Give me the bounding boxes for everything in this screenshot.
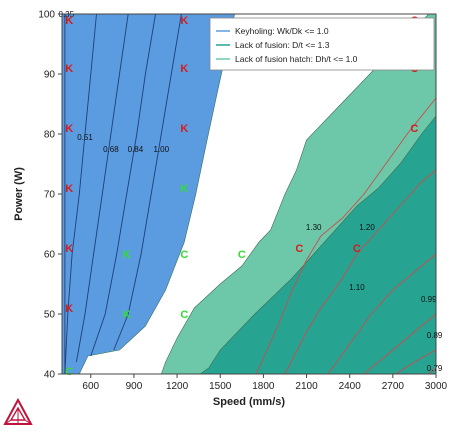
legend-entry-label: Keyholing: Wk/Dk <= 1.0 (235, 26, 329, 36)
fusion-contour-label: 1.10 (349, 283, 365, 292)
legend-box (209, 17, 435, 71)
keyhole-contour-2 (75, 14, 129, 363)
point-marker: K (65, 303, 73, 315)
keyhole-contour-3 (90, 14, 156, 357)
point-marker: K (65, 123, 73, 135)
fusion-contour-4 (395, 349, 436, 374)
point-marker: C (238, 249, 246, 261)
point-marker: C (410, 123, 418, 135)
point-marker: K (65, 183, 73, 195)
x-tick-label: 2100 (295, 381, 318, 392)
x-tick-label: 1200 (166, 381, 189, 392)
point-marker: K (65, 63, 73, 75)
keyhole-contour-label: 0.51 (77, 133, 93, 142)
point-marker: K (180, 183, 188, 195)
x-tick-label: 2400 (339, 381, 362, 392)
keyhole-contour-label: 1.00 (154, 145, 170, 154)
fusion-contour-2 (327, 253, 436, 374)
x-tick-label: 2700 (382, 381, 405, 392)
point-marker: C (353, 243, 361, 255)
thermo-calc-logo-icon (3, 397, 33, 425)
keyhole-contour-label: 0.68 (103, 145, 119, 154)
legend: Keyholing: Wk/Dk <= 1.0 Lack of fusion: D… (209, 17, 435, 71)
fusion-contour-1 (284, 169, 436, 374)
region-keyholing (62, 14, 235, 374)
y-tick-label: 90 (44, 70, 56, 81)
x-tick-label: 3000 (425, 381, 448, 392)
y-tick-label: 50 (44, 310, 56, 321)
y-axis-label: Power (W) (13, 167, 25, 221)
y-axis-ticks: 40 50 60 70 80 90 100 (38, 10, 62, 381)
keyhole-contour-4 (113, 14, 182, 351)
point-marker: K (123, 309, 131, 321)
point-marker: K (65, 243, 73, 255)
y-tick-label: 100 (38, 10, 55, 21)
fusion-contour-label: 0.79 (427, 364, 443, 373)
fusion-contour-3 (363, 313, 436, 374)
x-axis-ticks: 600 900 1200 1500 1800 2100 2400 2700 3000 (82, 374, 448, 392)
fusion-contour-label: 0.89 (427, 331, 443, 340)
x-tick-label: 1800 (252, 381, 275, 392)
fusion-contour-5 (428, 367, 436, 374)
y-tick-label: 40 (44, 370, 56, 381)
fusion-contour-0 (255, 97, 436, 374)
x-axis-label: Speed (mm/s) (213, 396, 285, 408)
legend-entry-label: Lack of fusion hatch: Dh/t <= 1.0 (235, 54, 358, 64)
contours-layer (64, 14, 436, 374)
point-marker: K (180, 63, 188, 75)
y-tick-label: 80 (44, 130, 56, 141)
x-tick-label: 900 (126, 381, 143, 392)
legend-entry-label: Lack of fusion: D/t <= 1.3 (235, 40, 330, 50)
point-marker: C (65, 366, 73, 378)
x-tick-label: 600 (82, 381, 99, 392)
point-marker: K (65, 15, 73, 27)
fusion-contour-label: 1.20 (359, 223, 375, 232)
point-marker: C (295, 243, 303, 255)
point-marker: C (180, 309, 188, 321)
y-tick-label: 70 (44, 190, 56, 201)
fusion-contour-label: 0.99 (421, 295, 437, 304)
y-tick-label: 60 (44, 250, 56, 261)
point-marker: C (180, 249, 188, 261)
fusion-contour-label: 1.30 (306, 223, 322, 232)
keyhole-contour-label: 0.84 (128, 145, 144, 154)
keyhole-contour-1 (64, 14, 97, 374)
point-marker: K (180, 15, 188, 27)
point-marker: K (123, 249, 131, 261)
x-tick-label: 1500 (209, 381, 232, 392)
point-marker: K (180, 123, 188, 135)
region-lack-of-fusion (199, 115, 436, 374)
regions-layer (62, 14, 436, 374)
